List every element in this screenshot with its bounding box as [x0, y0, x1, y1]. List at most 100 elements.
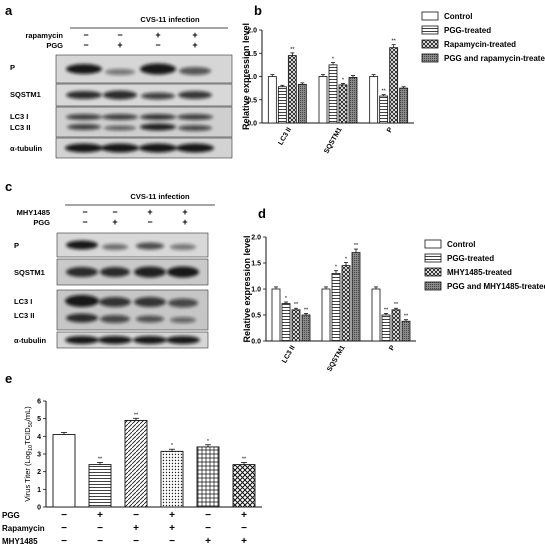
chart-d-legend-swatch-0	[424, 239, 442, 249]
blot-c-sign-1-1: +	[112, 217, 117, 227]
blot-c-band-15	[170, 317, 196, 323]
blot-a-band-18	[139, 143, 177, 153]
blot-a-band-1	[105, 69, 135, 75]
chart-d-bar-0-0	[271, 288, 281, 342]
chart-e-sign-1-2: +	[133, 523, 139, 534]
chart-b-legend-swatch-0	[421, 11, 439, 21]
blot-a-band-6	[141, 92, 175, 100]
chart-e-ytick-2: 2	[37, 469, 41, 476]
blot-a-band-15	[178, 125, 212, 131]
chart-d-sig-2-2: **	[394, 302, 399, 308]
blot-a-label-lc3ii: LC3 II	[10, 123, 30, 132]
blot-a-label-lc3i: LC3 I	[10, 112, 28, 121]
blot-a-sign-0-0: −	[83, 30, 88, 40]
chart-e-ytick-4: 4	[37, 434, 41, 441]
blot-c-sign-0-2: +	[147, 207, 152, 217]
chart-b-ytick-2: 1.0	[247, 74, 257, 81]
chart-b-bar-1-3	[348, 77, 358, 124]
chart-d-legend-label-1: PGG-treated	[447, 254, 494, 263]
blot-a-band-3	[179, 67, 211, 75]
chart-e-sig-2: **	[134, 412, 139, 418]
blot-a-label-tubulin: α-tubulin	[10, 144, 43, 153]
chart-e-sign-1-5: −	[241, 523, 247, 534]
blot-c-sign-1-3: +	[182, 217, 187, 227]
blot-c-label-p: P	[14, 241, 19, 250]
chart-b-category-2: P	[386, 126, 395, 134]
chart-d-ylabel: Relative expression level	[242, 235, 252, 342]
chart-b-bar-2-3	[399, 87, 409, 124]
chart-e-bar-3	[160, 450, 184, 508]
chart-d-bar-0-1	[281, 303, 291, 342]
chart-d-sig-2-3: **	[404, 314, 409, 320]
blot-a-sign-0-3: +	[192, 30, 197, 40]
blot-c-cond-pgg: PGG	[33, 218, 50, 227]
chart-d-category-2: P	[388, 344, 397, 352]
chart-e-bar-4	[196, 446, 220, 508]
chart-e-sign-2-3: −	[169, 536, 175, 547]
blot-a-sign-1-2: −	[155, 40, 160, 50]
chart-e-bar-5	[232, 464, 256, 508]
chart-e-sign-0-5: +	[241, 510, 247, 521]
chart-b-ytick-3: 1.5	[247, 51, 257, 58]
blot-a-band-13	[104, 125, 136, 131]
blot-a-band-10	[140, 114, 176, 120]
chart-d-legend-label-0: Control	[447, 240, 475, 249]
chart-b-bar-1-0	[318, 76, 328, 124]
blot-c-band-11	[168, 298, 198, 308]
chart-b-bar-1-2	[338, 84, 348, 124]
chart-b-category-0: LC3 II	[277, 126, 293, 146]
chart-d-bar-2-2	[391, 309, 401, 342]
blot-c-label-lc3ii: LC3 II	[14, 311, 34, 320]
chart-b-ytick-1: 0.5	[247, 97, 257, 104]
chart-e-sign-2-4: +	[205, 536, 211, 547]
chart-e-bar-1	[88, 464, 112, 508]
chart-d-ytick-0: 0.0	[251, 339, 261, 346]
chart-d-bar-1-1	[331, 272, 341, 342]
blot-c-band-14	[136, 315, 164, 323]
chart-e-sign-1-3: +	[169, 523, 175, 534]
chart-b-ylabel: Relative expression level	[241, 23, 251, 130]
chart-d-category-0: LC3 II	[281, 344, 297, 364]
blot-c-band-4	[66, 267, 98, 277]
blot-a-band-8	[66, 114, 102, 120]
chart-e-sig-3: *	[171, 443, 174, 449]
chart-e-sign-0-2: −	[133, 510, 139, 521]
chart-e-ytick-0: 0	[37, 505, 41, 512]
chart-d-category-1: SQSTM1	[326, 344, 347, 373]
blot-a-band-4	[66, 91, 102, 99]
blot-a-band-7	[178, 91, 212, 99]
blot-a-sign-1-0: −	[83, 40, 88, 50]
chart-e-sign-2-1: −	[97, 536, 103, 547]
chart-d-sig-0-3: **	[304, 307, 309, 313]
blot-c-band-5	[100, 267, 130, 277]
chart-b-legend-label-1: PGG-treated	[444, 26, 491, 35]
blot-a-band-11	[177, 114, 213, 120]
chart-d-bar-0-2	[291, 309, 301, 342]
chart-e-ytick-5: 5	[37, 416, 41, 423]
chart-e-sign-0-1: +	[97, 510, 103, 521]
blot-c-band-16	[65, 336, 99, 344]
blot-c-label-sqstm1: SQSTM1	[14, 268, 45, 277]
blot-c-band-2	[136, 242, 164, 250]
chart-b-legend-swatch-1	[421, 25, 439, 35]
panel-label-a: a	[5, 3, 13, 18]
chart-b-ytick-4: 2.0	[247, 28, 257, 35]
blot-c-band-8	[65, 295, 99, 307]
blot-a-band-0	[66, 64, 102, 74]
chart-d-legend-swatch-3	[424, 281, 442, 291]
blot-a-cond-rapamycin: rapamycin	[25, 31, 63, 40]
blot-a-sign-1-3: +	[192, 40, 197, 50]
panel-label-d: d	[258, 206, 266, 221]
chart-b-ytick-0: 0.0	[247, 121, 257, 128]
chart-e-ylabel: Virus Titer (Log10TCID50/mL)	[23, 406, 34, 502]
chart-b-bar-2-1	[379, 95, 389, 124]
chart-d-bar-1-0	[321, 288, 331, 342]
blot-a-band-9	[102, 114, 138, 120]
chart-e-ytick-1: 1	[37, 487, 41, 494]
chart-d-bar-0-3	[301, 314, 311, 342]
chart-b-bar-0-3	[297, 84, 307, 124]
chart-e-sign-1-1: −	[97, 523, 103, 534]
chart-d-ytick-1: 0.5	[251, 313, 261, 320]
